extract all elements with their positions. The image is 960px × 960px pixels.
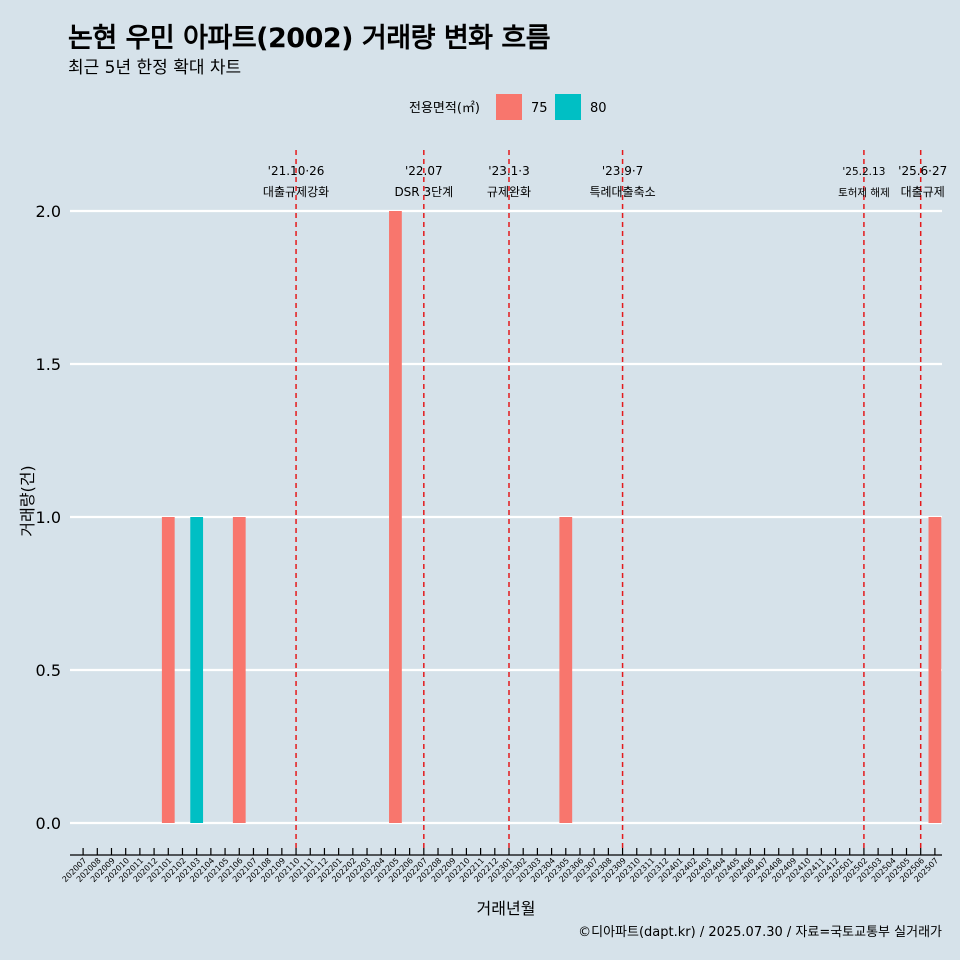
y-tick-label: 2.0 [36,202,61,221]
legend-swatch-75 [496,94,522,120]
legend-label-80: 80 [590,101,607,116]
bar-75-202305 [559,517,573,823]
event-date-label: '25.6·27 [898,164,947,178]
y-tick-label: 0.0 [36,814,61,833]
legend-title: 전용면적(㎡) [409,101,480,116]
event-date-label: '23.9·7 [602,164,643,178]
chart-subtitle: 최근 5년 한정 확대 차트 [68,58,242,78]
event-desc-label: DSR 3단계 [394,185,453,199]
event-desc-label: 대출규제강화 [263,185,329,199]
bars-layer [161,211,942,823]
legend-label-75: 75 [531,101,548,116]
event-desc-label: 특례대출축소 [589,185,655,199]
source-caption: ©디아파트(dapt.kr) / 2025.07.30 / 자료=국토교통부 실… [578,925,942,940]
event-desc-label: 대출규제 [901,185,945,199]
legend: 전용면적(㎡) 75 80 [409,94,607,120]
events-layer: '21.10·26 대출규제강화 '22.07 DSR 3단계 '23.1·3 규제완화 '… [263,150,947,850]
y-tick-label: 1.5 [36,355,61,374]
y-axis-title: 거래량(건) [18,465,37,536]
event-date-label: '23.1·3 [488,164,529,178]
x-axis-title: 거래년월 [477,899,536,918]
bar-75-202106 [232,517,246,823]
grid-layer [70,209,942,825]
bar-80-202103 [190,517,204,823]
event-date-label: '25.2.13 [842,166,885,178]
event-date-label: '21.10·26 [268,164,325,178]
bar-75-202205 [389,211,402,823]
event-date-label: '22.07 [405,164,443,178]
y-tick-label: 0.5 [36,661,61,680]
bar-75-202101 [161,517,175,823]
y-tick-label: 1.0 [36,508,61,527]
legend-swatch-80 [555,94,581,120]
event-desc-label: 토허제 해제 [838,186,890,199]
chart-title: 논현 우민 아파트(2002) 거래량 변화 흐름 [68,23,551,54]
bar-75-202507 [928,517,942,823]
event-desc-label: 규제완화 [487,185,531,199]
